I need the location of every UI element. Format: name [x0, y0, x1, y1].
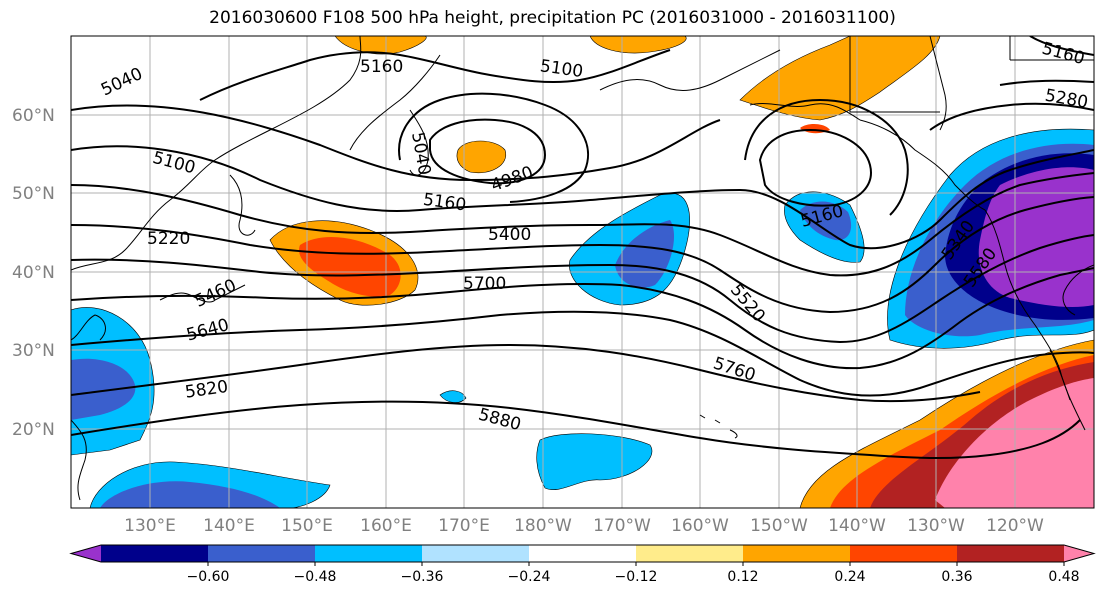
- lon-tick-label: 120°W: [986, 516, 1044, 536]
- colorbar-extend-min: [71, 545, 101, 562]
- lon-tick-label: 140°W: [828, 516, 886, 536]
- lon-tick-label: 180°W: [514, 516, 572, 536]
- lon-tick-label: 150°E: [281, 516, 333, 536]
- colorbar-extend-max: [1064, 545, 1094, 562]
- lat-tick-label: 20°N: [12, 420, 55, 440]
- lat-tick-label: 30°N: [12, 341, 55, 361]
- contour-label: 5700: [463, 274, 506, 294]
- contour-label: 5400: [488, 225, 531, 245]
- colorbar-segment: [101, 545, 209, 562]
- lon-tick-label: 160°E: [360, 516, 412, 536]
- map-title: 2016030600 F108 500 hPa height, precipit…: [209, 8, 896, 28]
- lat-tick-label: 40°N: [12, 263, 55, 283]
- colorbar-tick-label: −0.12: [615, 569, 658, 585]
- coastlines: [71, 36, 1094, 501]
- colorbar-segment: [743, 545, 851, 562]
- colorbar-tick-label: −0.60: [187, 569, 230, 585]
- lon-tick-label: 150°W: [750, 516, 808, 536]
- lon-tick-label: 170°E: [438, 516, 490, 536]
- plot-frame: [70, 35, 1095, 509]
- lat-tick-label: 60°N: [12, 106, 55, 126]
- contour-label: 5220: [147, 229, 190, 249]
- graticule: [71, 36, 1094, 508]
- lat-tick-labels: 60°N 50°N 40°N 30°N 20°N: [12, 106, 55, 440]
- colorbar-tick-label: −0.36: [401, 569, 444, 585]
- colorbar-segment: [422, 545, 530, 562]
- colorbar-segment: [208, 545, 316, 562]
- colorbar-tick-label: 0.24: [834, 569, 865, 585]
- lon-tick-label: 130°E: [124, 516, 176, 536]
- colorbar-tick-label: −0.24: [508, 569, 551, 585]
- colorbar: −0.60 −0.48 −0.36 −0.24 −0.12 0.12 0.24 0.36 0.4…: [69, 544, 1096, 585]
- colorbar-tick-label: 0.48: [1048, 569, 1079, 585]
- colorbar-segment: [957, 545, 1065, 562]
- lon-tick-label: 160°W: [671, 516, 729, 536]
- lon-tick-label: 130°W: [907, 516, 965, 536]
- colorbar-segment: [315, 545, 423, 562]
- height-contours: [71, 36, 1094, 460]
- lon-tick-label: 170°W: [593, 516, 651, 536]
- colorbar-outline: [69, 544, 1096, 563]
- lon-tick-label: 140°E: [203, 516, 255, 536]
- colorbar-tick-label: 0.36: [941, 569, 972, 585]
- colorbar-segment: [529, 545, 637, 562]
- contour-label: 5160: [360, 57, 403, 77]
- lon-tick-labels: 130°E 140°E 150°E 160°E 170°E 180°W 170°…: [124, 516, 1044, 536]
- colorbar-segment: [850, 545, 958, 562]
- colorbar-tick-label: 0.12: [727, 569, 758, 585]
- colorbar-segment: [636, 545, 744, 562]
- lat-tick-label: 50°N: [12, 184, 55, 204]
- colorbar-tick-label: −0.48: [294, 569, 337, 585]
